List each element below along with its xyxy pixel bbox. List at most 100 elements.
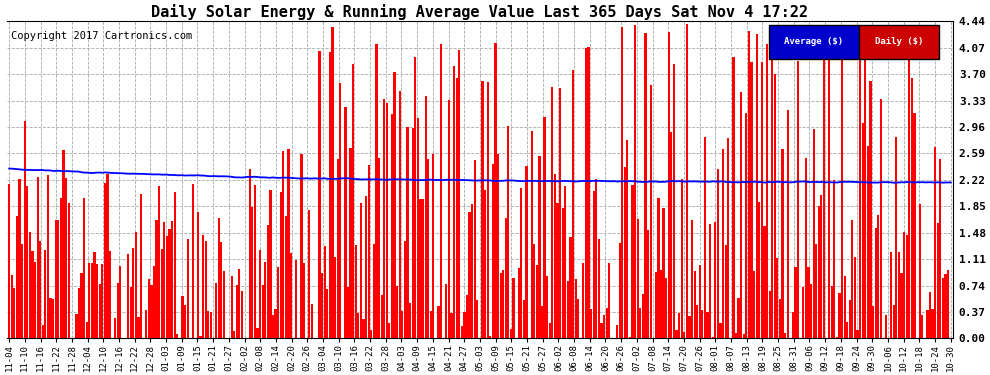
Bar bbox=[492, 164, 494, 338]
Bar bbox=[473, 160, 476, 338]
Bar bbox=[637, 219, 639, 338]
Bar bbox=[500, 273, 502, 338]
Bar bbox=[823, 43, 825, 338]
Bar bbox=[324, 246, 326, 338]
Bar bbox=[927, 310, 929, 338]
Bar bbox=[572, 70, 574, 338]
Bar bbox=[218, 218, 220, 338]
Bar bbox=[763, 225, 765, 338]
Text: Average ($): Average ($) bbox=[784, 38, 843, 46]
Bar bbox=[642, 294, 644, 338]
Bar bbox=[311, 304, 313, 338]
Bar bbox=[303, 263, 305, 338]
Bar bbox=[848, 300, 851, 338]
Bar bbox=[634, 25, 637, 338]
Bar bbox=[903, 232, 905, 338]
Bar bbox=[867, 146, 869, 338]
Bar bbox=[507, 126, 510, 338]
Bar bbox=[440, 44, 443, 338]
Bar bbox=[839, 292, 841, 338]
Bar bbox=[797, 61, 799, 338]
Bar bbox=[345, 106, 346, 338]
Bar bbox=[813, 129, 815, 338]
Bar bbox=[373, 244, 375, 338]
Bar bbox=[453, 66, 455, 338]
Bar bbox=[678, 313, 680, 338]
Bar bbox=[815, 244, 818, 338]
Bar bbox=[29, 232, 31, 338]
Bar bbox=[691, 220, 693, 338]
Bar bbox=[277, 267, 279, 338]
Bar bbox=[327, 289, 329, 338]
Bar bbox=[784, 333, 786, 338]
Bar bbox=[683, 332, 685, 338]
Bar bbox=[256, 328, 258, 338]
Bar bbox=[593, 191, 595, 338]
Bar bbox=[352, 64, 354, 338]
Bar bbox=[239, 269, 241, 338]
Bar bbox=[62, 150, 64, 338]
Bar bbox=[709, 224, 711, 338]
Bar bbox=[34, 262, 36, 338]
Bar bbox=[150, 285, 152, 338]
Bar bbox=[548, 323, 550, 338]
Bar bbox=[574, 279, 577, 338]
Bar bbox=[644, 33, 646, 338]
Bar bbox=[199, 336, 202, 338]
Bar bbox=[670, 132, 672, 338]
Bar bbox=[101, 264, 103, 338]
Bar bbox=[885, 315, 887, 338]
Bar bbox=[526, 166, 528, 338]
Bar bbox=[460, 326, 463, 338]
Bar bbox=[735, 333, 738, 338]
Bar bbox=[577, 299, 579, 338]
Bar bbox=[404, 241, 406, 338]
Bar bbox=[559, 88, 561, 338]
Bar bbox=[340, 82, 342, 338]
Bar bbox=[911, 78, 913, 338]
Bar bbox=[274, 309, 276, 338]
Bar bbox=[616, 325, 618, 338]
Bar bbox=[696, 305, 698, 338]
Bar bbox=[553, 174, 556, 338]
Bar bbox=[564, 186, 566, 338]
Bar bbox=[236, 285, 238, 338]
Bar bbox=[50, 298, 51, 338]
Bar bbox=[259, 250, 261, 338]
Bar bbox=[834, 180, 836, 338]
Bar bbox=[861, 123, 864, 338]
Bar bbox=[13, 288, 16, 338]
Bar bbox=[649, 85, 651, 338]
Bar bbox=[471, 204, 473, 338]
Bar bbox=[119, 266, 122, 338]
Bar bbox=[362, 319, 364, 338]
Bar bbox=[91, 263, 93, 338]
Bar bbox=[409, 303, 411, 338]
Bar bbox=[279, 192, 282, 338]
Bar bbox=[629, 337, 631, 338]
Bar bbox=[337, 159, 339, 338]
Bar bbox=[396, 286, 398, 338]
Bar bbox=[266, 225, 269, 338]
Bar bbox=[354, 245, 356, 338]
Bar bbox=[901, 273, 903, 338]
FancyBboxPatch shape bbox=[768, 24, 858, 59]
Bar bbox=[768, 291, 771, 338]
Bar bbox=[750, 62, 752, 338]
Bar bbox=[251, 207, 253, 338]
Bar bbox=[714, 222, 717, 338]
Bar bbox=[497, 154, 499, 338]
Bar bbox=[908, 58, 911, 338]
Bar bbox=[127, 254, 130, 338]
Bar bbox=[346, 287, 349, 338]
Bar bbox=[877, 215, 879, 338]
Bar bbox=[755, 34, 757, 338]
Bar bbox=[24, 121, 26, 338]
Bar bbox=[21, 244, 23, 338]
Bar bbox=[463, 312, 465, 338]
Bar bbox=[282, 150, 284, 338]
Bar bbox=[391, 114, 393, 338]
Bar bbox=[130, 287, 132, 338]
Bar bbox=[680, 179, 683, 338]
Bar bbox=[745, 113, 747, 338]
